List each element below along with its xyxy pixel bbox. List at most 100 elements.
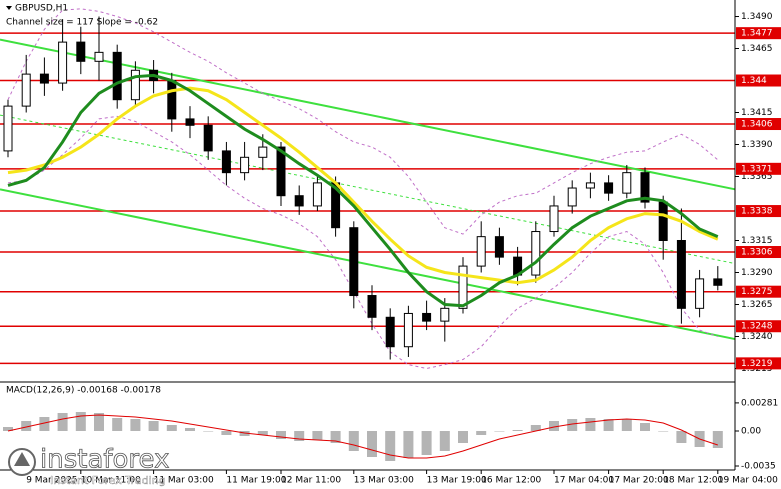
macd-bar bbox=[112, 418, 123, 431]
level-box bbox=[736, 205, 781, 218]
x-tick-label: 13 Mar 03:00 bbox=[354, 476, 414, 486]
macd-bar bbox=[621, 419, 632, 431]
plot bbox=[0, 8, 736, 461]
candle-body bbox=[403, 312, 413, 348]
channel-line bbox=[0, 38, 736, 191]
macd-bar bbox=[185, 428, 195, 431]
candle-body bbox=[76, 41, 86, 62]
macd-bar bbox=[585, 418, 596, 431]
x-tick-label: 17 Mar 04:00 bbox=[554, 476, 614, 486]
indicator-line bbox=[7, 8, 719, 235]
candle-body bbox=[276, 146, 286, 197]
macd-bar bbox=[712, 431, 723, 448]
x-tick-label: 12 Mar 11:00 bbox=[281, 476, 341, 486]
candle-body bbox=[531, 231, 541, 276]
level-box bbox=[736, 74, 781, 87]
symbol: GBPUSD,H1 bbox=[15, 4, 68, 14]
y-tick-label: 1.3290 bbox=[741, 268, 773, 278]
macd-bar bbox=[130, 419, 141, 431]
candle-body bbox=[221, 150, 231, 174]
macd-bar bbox=[385, 431, 396, 461]
macd-bar bbox=[458, 431, 468, 443]
macd-bar bbox=[549, 421, 559, 431]
x-tick-label: 16 Mar 12:00 bbox=[481, 476, 541, 486]
candle-body bbox=[258, 146, 268, 158]
channel-line bbox=[0, 114, 736, 265]
level-label: 1.3477 bbox=[741, 29, 773, 39]
watermark: instaforex Instant Forex Trading bbox=[8, 444, 170, 487]
candle-body bbox=[604, 182, 614, 194]
brand: instaforex bbox=[40, 445, 169, 475]
indicator-line bbox=[7, 86, 719, 285]
candle-body bbox=[622, 172, 632, 194]
candle-body bbox=[640, 172, 650, 203]
level-label: 1.344 bbox=[741, 76, 767, 86]
x-tick-label: 9 Mar 2025 bbox=[26, 476, 77, 486]
channel-info: Channel size = 117 Slope = -0.62 bbox=[6, 18, 158, 28]
macd-bar bbox=[603, 419, 614, 431]
candle-body bbox=[130, 69, 140, 101]
channel-line bbox=[0, 188, 736, 341]
candle-body bbox=[312, 182, 322, 207]
level-box bbox=[736, 246, 781, 259]
candle-body bbox=[585, 182, 595, 189]
candle-body bbox=[39, 73, 49, 84]
candle-body bbox=[203, 124, 213, 152]
x-tick-label: 10 Mar 11:00 bbox=[81, 476, 141, 486]
macd-bar bbox=[494, 431, 505, 432]
x-tick-label: 17 Mar 20:00 bbox=[609, 476, 669, 486]
macd-bar bbox=[658, 431, 669, 432]
macd-bar bbox=[421, 431, 432, 455]
x-tick-label: 11 Mar 03:00 bbox=[154, 476, 214, 486]
level-label: 1.3306 bbox=[741, 248, 773, 258]
macd-bar bbox=[330, 431, 341, 443]
macd-bar bbox=[3, 427, 13, 431]
level-box bbox=[736, 162, 781, 175]
candle-body bbox=[458, 265, 468, 309]
macd-bar bbox=[367, 431, 377, 457]
macd-bar bbox=[512, 430, 523, 431]
level-box bbox=[736, 357, 781, 370]
candle-body bbox=[476, 236, 486, 267]
level-box bbox=[736, 118, 781, 131]
level-label: 1.3406 bbox=[741, 120, 773, 130]
candle-body bbox=[658, 201, 668, 241]
y-tick-label: 1.3365 bbox=[741, 172, 773, 182]
candle-body bbox=[294, 195, 304, 207]
y-tick-label: 1.3415 bbox=[741, 108, 773, 118]
macd-bar bbox=[166, 425, 177, 431]
macd-bar bbox=[640, 423, 650, 431]
candle-body bbox=[567, 187, 577, 207]
menu-arrow bbox=[6, 6, 12, 10]
macd-bar bbox=[348, 431, 359, 451]
tagline: Instant Forex Trading bbox=[50, 474, 166, 487]
macd-bar bbox=[75, 412, 86, 431]
y-tick-label: 1.3265 bbox=[741, 300, 773, 310]
macd-bar bbox=[476, 431, 487, 435]
level-label: 1.3248 bbox=[741, 322, 773, 332]
y-tick-label: 0.00 bbox=[741, 427, 761, 437]
candle-body bbox=[713, 278, 723, 286]
y-tick-label: 1.3315 bbox=[741, 236, 773, 246]
candle-body bbox=[422, 312, 432, 322]
candle-body bbox=[112, 51, 122, 101]
y-tick-label: 1.3465 bbox=[741, 44, 773, 54]
y-tick-label: 0.00281 bbox=[741, 398, 778, 408]
candle-body bbox=[549, 205, 559, 233]
y-tick-label: 1.3240 bbox=[741, 332, 773, 342]
level-label: 1.3371 bbox=[741, 164, 773, 174]
level-box bbox=[736, 27, 781, 40]
level-box bbox=[736, 320, 781, 333]
macd-bar bbox=[221, 431, 232, 435]
macd-bar bbox=[257, 431, 268, 435]
x-tick-label: 13 Mar 19:00 bbox=[427, 476, 487, 486]
x-tick-label: 11 Mar 19:00 bbox=[226, 476, 286, 486]
macd-bar bbox=[439, 431, 450, 451]
candle-body bbox=[185, 118, 195, 126]
candle-body bbox=[167, 80, 177, 120]
macd-bar bbox=[312, 431, 323, 440]
macd-bar bbox=[203, 431, 214, 432]
macd-bar bbox=[403, 431, 414, 458]
